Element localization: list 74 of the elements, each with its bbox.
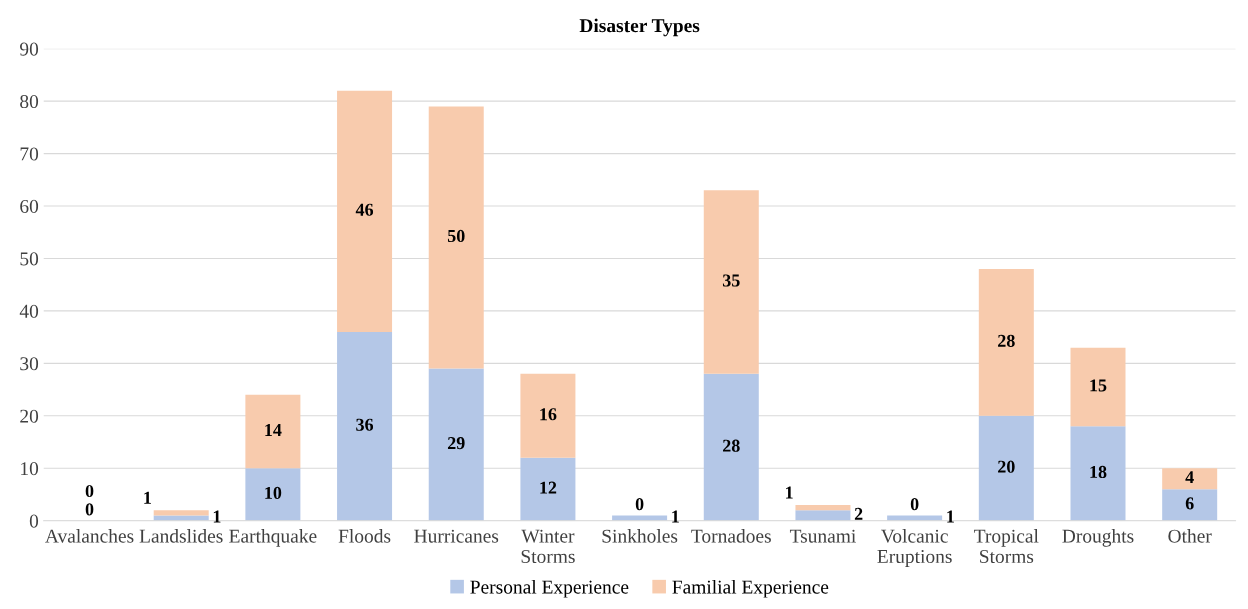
bar — [978, 415, 1034, 521]
bar — [520, 457, 576, 521]
data-label: 28 — [723, 439, 740, 452]
y-tick-label: 10 — [21, 462, 39, 476]
bar — [337, 331, 393, 521]
data-label: 16 — [540, 408, 557, 421]
x-tick-label: Avalanches — [45, 529, 134, 543]
bar — [245, 468, 301, 521]
data-label: 1 — [947, 510, 954, 523]
x-tick-label: Landslides — [139, 529, 223, 543]
bar — [703, 373, 759, 521]
chart-title: Disaster Types — [579, 18, 700, 37]
bar — [428, 368, 484, 521]
y-tick-label: 20 — [20, 409, 39, 423]
legend-label: Personal Experience — [470, 579, 629, 598]
legend-label: Familial Experience — [672, 579, 829, 598]
data-label: 14 — [265, 423, 282, 436]
x-tick-label: Floods — [338, 529, 391, 543]
data-label: 2 — [854, 507, 863, 520]
y-tick-label: 40 — [19, 304, 39, 318]
bar — [1070, 426, 1126, 521]
x-tick-label: Tornadoes — [691, 529, 771, 543]
bar — [1070, 347, 1126, 427]
bar — [153, 515, 209, 521]
bar — [795, 504, 851, 511]
data-label: 0 — [85, 503, 94, 516]
data-label: 35 — [722, 274, 740, 287]
bar — [245, 394, 301, 469]
x-tick-label: Droughts — [1062, 529, 1134, 547]
bar — [887, 515, 943, 521]
bar — [612, 515, 668, 521]
data-label: 1 — [786, 486, 793, 499]
bar — [428, 106, 484, 369]
y-tick-label: 70 — [20, 147, 39, 161]
data-label: 50 — [447, 229, 465, 243]
data-label: 6 — [1185, 497, 1194, 510]
y-tick-label: 60 — [20, 199, 39, 213]
y-tick-label: 30 — [20, 357, 39, 371]
x-tick-label: Tropical Storms — [974, 529, 1039, 564]
bar — [153, 510, 209, 516]
data-label: 29 — [447, 437, 465, 450]
data-label: 0 — [85, 484, 94, 498]
data-label: 1 — [213, 510, 221, 523]
x-tick-label: Hurricanes — [414, 529, 499, 543]
x-tick-label: Earthquake — [229, 529, 317, 547]
data-label: 0 — [910, 498, 919, 511]
bar — [520, 373, 576, 458]
bar — [1162, 489, 1218, 521]
x-tick-label: Sinkholes — [602, 529, 678, 543]
data-label: 18 — [1090, 465, 1107, 479]
data-label: 4 — [1185, 471, 1194, 484]
data-label: 46 — [355, 203, 374, 216]
data-label: 0 — [635, 498, 644, 511]
x-tick-label: Other — [1168, 529, 1212, 543]
bar — [337, 90, 393, 332]
y-tick-label: 50 — [20, 252, 39, 266]
bar — [795, 510, 851, 521]
data-label: 15 — [1090, 379, 1107, 392]
bar — [703, 190, 759, 374]
data-label: 1 — [144, 491, 151, 504]
x-tick-label: Volcanic Eruptions — [877, 529, 952, 567]
data-label: 36 — [356, 418, 374, 431]
y-tick-label: 80 — [20, 94, 39, 109]
data-label: 28 — [998, 334, 1015, 347]
bar — [1162, 468, 1218, 490]
data-label: 1 — [672, 510, 679, 523]
x-tick-label: Winter Storms — [521, 529, 575, 564]
bar — [978, 268, 1034, 416]
data-label: 20 — [998, 460, 1015, 473]
y-tick-label: 0 — [29, 514, 39, 528]
data-label: 12 — [540, 481, 557, 494]
y-tick-label: 90 — [20, 42, 39, 56]
x-tick-label: Tsunami — [789, 529, 856, 543]
data-label: 10 — [265, 486, 282, 499]
